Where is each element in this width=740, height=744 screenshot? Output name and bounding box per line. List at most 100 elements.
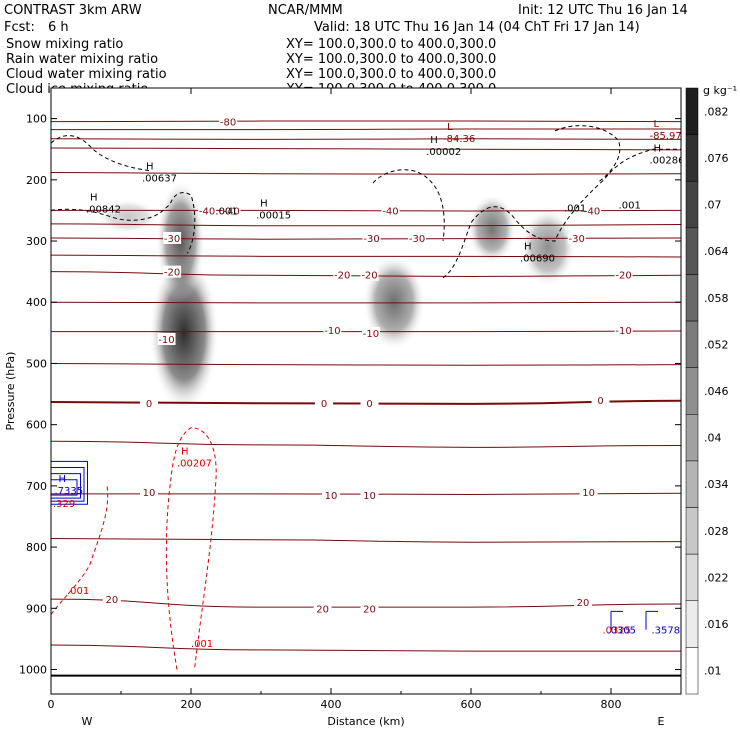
extremum-value: .00690	[520, 253, 555, 264]
snow-maximum	[520, 207, 576, 287]
contour-value-label: .001	[215, 206, 237, 217]
isotherm-label: -30	[363, 234, 379, 245]
x-tick-label: 600	[461, 698, 482, 711]
isotherm-label-bg	[322, 489, 340, 502]
x-tick-label: 200	[181, 698, 202, 711]
init-time: Init: 12 UTC Thu 16 Jan 14	[518, 3, 688, 18]
extremum-marker: H	[430, 135, 438, 146]
isotherm--15	[51, 301, 681, 304]
isotherm-label-bg	[323, 323, 342, 336]
contour-value-label: .3578	[652, 626, 681, 637]
isotherm-label: 10	[143, 488, 156, 499]
east-label: E	[658, 715, 665, 728]
isotherm-label-bg	[157, 332, 176, 345]
contour-labels: -80 -40 -40 -40 -40 -30 -30 -30 -30 -20 -20 -20 -20 -…	[53, 115, 681, 650]
y-axis-title: Pressure (hPa)	[4, 352, 17, 431]
plot-area: -80 -40 -40 -40 -40 -30 -30 -30 -30 -20 -20 -20 -20 -…	[19, 87, 682, 711]
extremum-marker: H	[90, 192, 98, 203]
isotherm-label-bg	[163, 265, 182, 278]
x-tick-label: 800	[601, 698, 622, 711]
colorbar-segment	[685, 460, 699, 508]
extremum-value: .7335	[55, 486, 84, 497]
isotherm-label: -30	[569, 234, 585, 245]
colorbar-segment	[685, 553, 699, 602]
isotherm-5	[51, 440, 681, 448]
colorbar-tick-label: .016	[704, 618, 729, 631]
legend-cloud-water-xy: XY= 100.0,300.0 to 400.0,300.0	[286, 67, 496, 82]
colorbar-tick-label: .01	[704, 665, 722, 678]
contour-value-label: .001	[67, 586, 89, 597]
forecast-value: 6 h	[48, 20, 69, 35]
isotherm-label: 10	[582, 488, 595, 499]
rain-water-contours	[51, 427, 217, 670]
isotherm--60	[51, 138, 681, 140]
x-tick-label: 400	[321, 698, 342, 711]
isotherm-label: 0	[146, 399, 152, 410]
isotherm-label-bg	[360, 489, 379, 502]
isotherm-label-bg	[313, 602, 332, 615]
isotherm-label: -40	[199, 206, 215, 217]
isotherm-15	[51, 538, 681, 543]
extremum-value: .00637	[142, 174, 177, 185]
cloud-water-contours	[51, 460, 658, 630]
forecast-label: Fcst:	[4, 20, 35, 35]
extremum-marker: H	[59, 474, 67, 485]
contour-value-label: .001	[619, 200, 641, 211]
isotherm-label: -10	[615, 326, 631, 337]
extremum-marker: L	[654, 119, 660, 130]
extremum-marker: L	[447, 122, 453, 133]
colorbar-tick-label: .058	[704, 292, 729, 305]
isotherm-label: -80	[220, 118, 236, 129]
isotherm-label-bg	[361, 326, 380, 339]
extremum-value: .00015	[256, 210, 291, 221]
isotherm-label-bg	[219, 115, 238, 128]
colorbar-tick-label: .07	[704, 199, 722, 212]
isotherm-label-bg	[591, 394, 610, 407]
extremum-marker: H	[654, 143, 662, 154]
colorbar-tick-label: .046	[704, 385, 729, 398]
isotherm--5	[51, 362, 681, 366]
extremum-marker: H	[524, 241, 532, 252]
extremum-value: .00842	[86, 204, 121, 215]
snow-maximum	[467, 193, 517, 264]
isotherm-label-bg	[198, 204, 217, 217]
colorbar-segment	[685, 414, 699, 462]
y-tick-label: 500	[26, 357, 47, 370]
extremum-value: .00207	[177, 458, 212, 469]
model-title: CONTRAST 3km ARW	[4, 3, 142, 18]
isotherm-label: 20	[106, 595, 119, 606]
rain-water-contour	[51, 427, 217, 670]
isotherm-label-bg	[567, 231, 586, 244]
contour-value-label: .0325	[603, 626, 632, 637]
colorbar-tick-label: .082	[704, 105, 729, 118]
cloud-ice-contours	[51, 125, 681, 279]
colorbar-tick-label: .022	[704, 571, 729, 584]
isotherm-label-bg	[574, 596, 592, 609]
colorbar-tick-label: .076	[704, 152, 729, 165]
isotherm-label: -20	[164, 268, 180, 279]
isotherm-25	[51, 644, 681, 652]
colorbar-segment	[685, 507, 699, 555]
extremum-value: -84.36	[443, 134, 475, 145]
extremum-marker: H	[260, 198, 268, 209]
isotherm-label: -20	[361, 271, 377, 282]
contour-value-label: .329	[53, 499, 75, 510]
isotherm-label-bg	[333, 268, 352, 281]
extremum-value: .00002	[426, 147, 461, 158]
extremum-marker: H	[181, 446, 189, 457]
contour-value-label: .001	[564, 203, 586, 214]
isotherm-label: 10	[363, 491, 376, 502]
colorbar-segment	[685, 647, 699, 695]
isotherm-label-bg	[360, 602, 379, 615]
x-tick-label: 0	[48, 698, 55, 711]
isotherm-label: 10	[325, 491, 338, 502]
cloud-water-contour	[610, 610, 623, 630]
legend-snow-xy: XY= 100.0,300.0 to 400.0,300.0	[286, 37, 496, 52]
snow-maximum	[149, 254, 219, 412]
plot-background	[51, 88, 681, 694]
legend-snow-name: Snow mixing ratio	[6, 37, 123, 52]
isotherm-label: 20	[316, 604, 329, 615]
x-axis-title: Distance (km)	[327, 715, 404, 728]
